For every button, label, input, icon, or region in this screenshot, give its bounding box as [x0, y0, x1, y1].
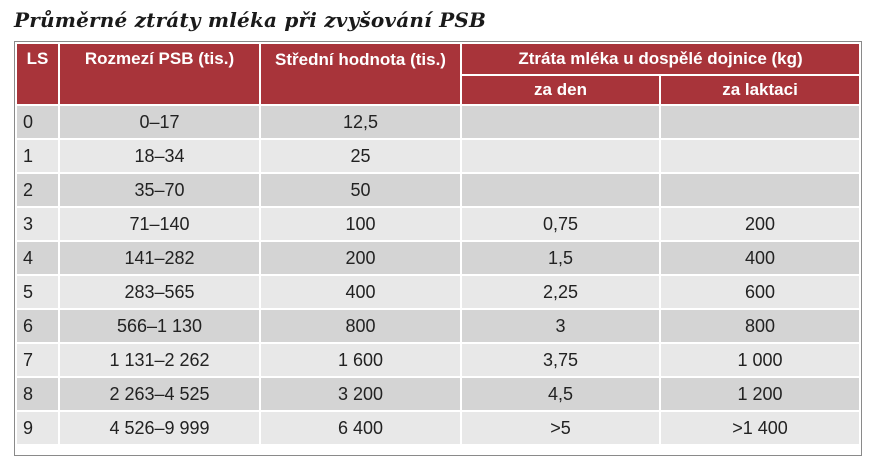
cell-range: 4 526–9 999: [60, 412, 259, 444]
cell-mean: 200: [261, 242, 460, 274]
milk-loss-table: LS Rozmezí PSB (tis.) Střední hodnota (t…: [15, 42, 861, 446]
cell-loss-per-day: >5: [462, 412, 659, 444]
table-row: 4 141–282 200 1,5 400: [17, 242, 859, 274]
cell-range: 566–1 130: [60, 310, 259, 342]
cell-mean: 12,5: [261, 106, 460, 138]
cell-range: 141–282: [60, 242, 259, 274]
cell-loss-per-day: 1,5: [462, 242, 659, 274]
cell-ls: 8: [17, 378, 58, 410]
table-frame: [14, 41, 862, 456]
cell-ls: 1: [17, 140, 58, 172]
table-row: 1 18–34 25: [17, 140, 859, 172]
cell-mean: 1 600: [261, 344, 460, 376]
table-row: 6 566–1 130 800 3 800: [17, 310, 859, 342]
header-range: Rozmezí PSB (tis.): [60, 44, 259, 104]
header-per-lactation: za laktaci: [661, 76, 859, 104]
cell-loss-per-lactation: 1 200: [661, 378, 859, 410]
table-row: 0 0–17 12,5: [17, 106, 859, 138]
table-body: 0 0–17 12,5 1 18–34 25 2 35–70 50 3 71–140 100 0,75 2…: [17, 106, 859, 444]
cell-loss-per-day: [462, 140, 659, 172]
cell-loss-per-lactation: 800: [661, 310, 859, 342]
cell-ls: 5: [17, 276, 58, 308]
cell-loss-per-day: 3,75: [462, 344, 659, 376]
table-row: 3 71–140 100 0,75 200: [17, 208, 859, 240]
cell-loss-per-lactation: [661, 106, 859, 138]
cell-ls: 9: [17, 412, 58, 444]
cell-loss-per-day: 4,5: [462, 378, 659, 410]
cell-loss-per-day: 2,25: [462, 276, 659, 308]
cell-range: 18–34: [60, 140, 259, 172]
cell-loss-per-day: 0,75: [462, 208, 659, 240]
cell-range: 0–17: [60, 106, 259, 138]
header-milk-loss: Ztráta mléka u dospělé dojnice (kg): [462, 44, 859, 74]
cell-range: 71–140: [60, 208, 259, 240]
table-title: Průměrné ztráty mléka při zvyšování PSB: [14, 8, 487, 32]
cell-range: 35–70: [60, 174, 259, 206]
cell-mean: 800: [261, 310, 460, 342]
cell-range: 1 131–2 262: [60, 344, 259, 376]
cell-ls: 2: [17, 174, 58, 206]
cell-loss-per-lactation: 1 000: [661, 344, 859, 376]
table-row: 2 35–70 50: [17, 174, 859, 206]
cell-ls: 6: [17, 310, 58, 342]
cell-ls: 3: [17, 208, 58, 240]
cell-loss-per-day: 3: [462, 310, 659, 342]
cell-loss-per-lactation: 600: [661, 276, 859, 308]
cell-loss-per-lactation: >1 400: [661, 412, 859, 444]
cell-range: 283–565: [60, 276, 259, 308]
header-ls: LS: [17, 44, 58, 104]
cell-mean: 100: [261, 208, 460, 240]
table-row: 5 283–565 400 2,25 600: [17, 276, 859, 308]
cell-loss-per-day: [462, 106, 659, 138]
cell-mean: 3 200: [261, 378, 460, 410]
cell-loss-per-lactation: [661, 140, 859, 172]
cell-mean: 50: [261, 174, 460, 206]
cell-ls: 0: [17, 106, 58, 138]
cell-ls: 4: [17, 242, 58, 274]
cell-ls: 7: [17, 344, 58, 376]
header-mean: Střední hodnota (tis.): [261, 44, 460, 104]
cell-loss-per-day: [462, 174, 659, 206]
cell-loss-per-lactation: 200: [661, 208, 859, 240]
header-per-day: za den: [462, 76, 659, 104]
cell-loss-per-lactation: [661, 174, 859, 206]
cell-mean: 400: [261, 276, 460, 308]
cell-range: 2 263–4 525: [60, 378, 259, 410]
cell-mean: 25: [261, 140, 460, 172]
cell-mean: 6 400: [261, 412, 460, 444]
cell-loss-per-lactation: 400: [661, 242, 859, 274]
